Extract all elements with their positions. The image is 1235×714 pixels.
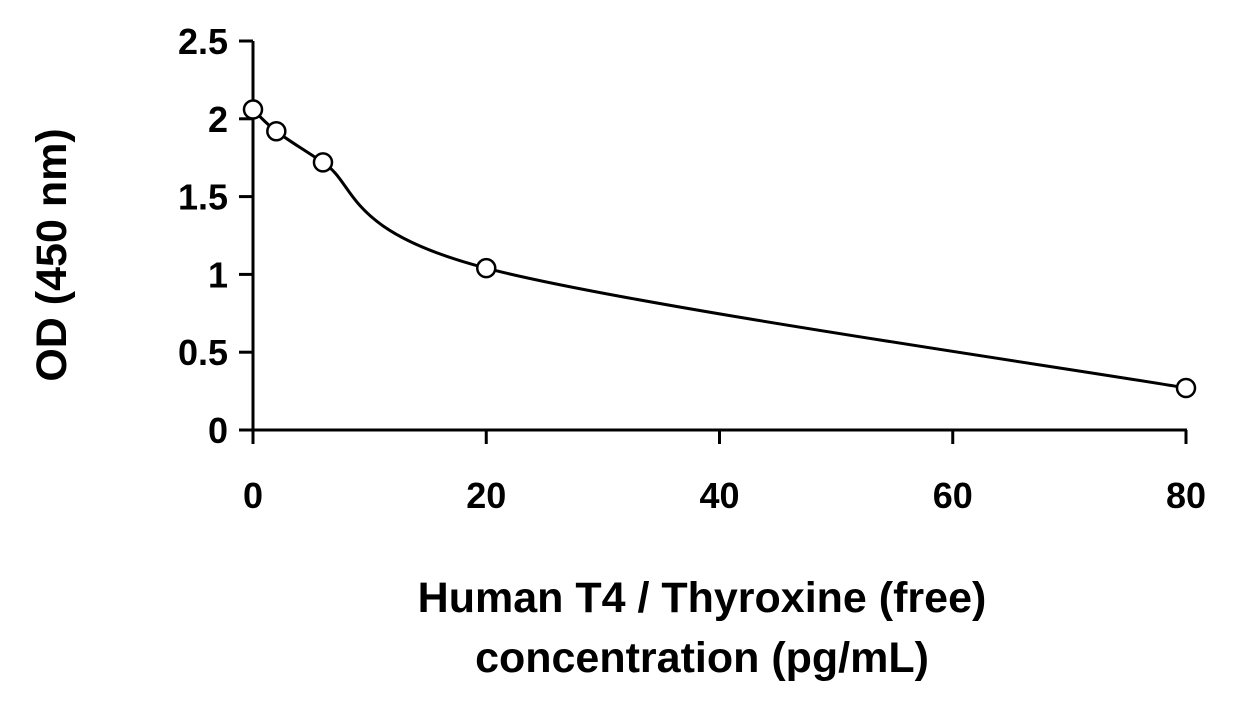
data-point xyxy=(1175,377,1197,399)
data-point xyxy=(476,257,497,279)
y-tick-label: 2 xyxy=(208,99,228,140)
x-tick-label: 80 xyxy=(1166,475,1206,516)
y-tick-label: 0 xyxy=(208,410,228,451)
y-tick-label: 1 xyxy=(208,254,228,295)
x-axis-title-line-2: concentration (pg/mL) xyxy=(475,634,929,682)
y-ticks: 0 0.5 1 1.5 2 2.5 xyxy=(178,21,253,451)
y-tick-label: 2.5 xyxy=(178,21,228,62)
x-tick-label: 60 xyxy=(933,475,973,516)
x-tick-label: 40 xyxy=(699,475,739,516)
x-axis-title-line-1: Human T4 / Thyroxine (free) xyxy=(418,574,987,622)
y-tick-label: 1.5 xyxy=(178,177,228,218)
y-axis-title: OD (450 nm) xyxy=(28,128,76,381)
y-tick-label: 0.5 xyxy=(178,332,228,373)
series-line xyxy=(251,108,1187,390)
x-ticks: 0 20 40 60 80 xyxy=(243,430,1206,516)
axes xyxy=(239,41,1187,432)
markers xyxy=(242,99,1197,399)
data-point xyxy=(242,99,264,120)
x-tick-label: 20 xyxy=(466,475,506,516)
x-tick-label: 0 xyxy=(243,475,263,516)
data-point xyxy=(266,120,287,142)
data-point xyxy=(312,152,334,173)
